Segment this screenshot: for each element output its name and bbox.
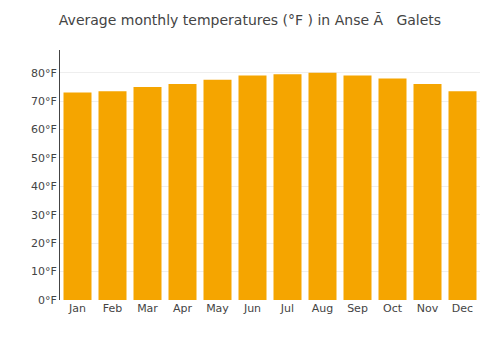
svg-text:10°F: 10°F [31, 265, 57, 278]
svg-text:Nov: Nov [417, 302, 439, 315]
svg-text:Sep: Sep [347, 302, 368, 315]
svg-text:Mar: Mar [137, 302, 158, 315]
svg-text:Dec: Dec [452, 302, 473, 315]
svg-text:Aug: Aug [312, 302, 333, 315]
svg-text:Jul: Jul [280, 302, 294, 315]
svg-text:May: May [206, 302, 229, 315]
svg-text:70°F: 70°F [31, 95, 57, 108]
svg-text:50°F: 50°F [31, 152, 57, 165]
svg-text:Oct: Oct [383, 302, 403, 315]
svg-text:Jan: Jan [68, 302, 86, 315]
svg-text:Jun: Jun [243, 302, 261, 315]
svg-text:0°F: 0°F [38, 294, 57, 307]
svg-text:30°F: 30°F [31, 209, 57, 222]
svg-text:Feb: Feb [103, 302, 122, 315]
svg-text:20°F: 20°F [31, 237, 57, 250]
svg-text:40°F: 40°F [31, 180, 57, 193]
svg-text:80°F: 80°F [31, 67, 57, 80]
svg-text:60°F: 60°F [31, 123, 57, 136]
svg-text:Apr: Apr [173, 302, 193, 315]
svg-text:Average monthly temperatures (: Average monthly temperatures (°F ) in An… [59, 12, 441, 28]
